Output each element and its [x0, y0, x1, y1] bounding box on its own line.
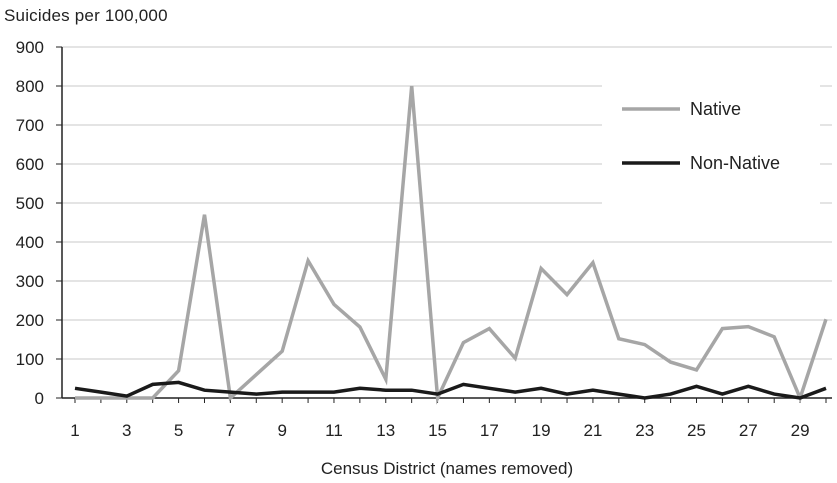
x-tick-label: 15 [428, 421, 447, 440]
legend: Native Non-Native [602, 82, 820, 214]
series-line-native [75, 85, 828, 405]
x-tick-label: 17 [480, 421, 499, 440]
y-tick-label: 200 [16, 311, 44, 330]
y-tick-labels: 0 100 200 300 400 500 600 700 800 900 [16, 38, 44, 408]
x-tick-label: 1 [70, 421, 79, 440]
x-tick-label: 3 [122, 421, 131, 440]
series-line-non-native [74, 380, 827, 400]
x-tick-label: 29 [791, 421, 810, 440]
y-tick-label: 100 [16, 350, 44, 369]
x-tick-label: 13 [376, 421, 395, 440]
x-tick-label: 23 [635, 421, 654, 440]
y-tick-label: 600 [16, 155, 44, 174]
series-lines [74, 85, 828, 405]
x-tick-label: 21 [583, 421, 602, 440]
x-tick-label: 19 [532, 421, 551, 440]
x-tick-labels: 1 3 5 7 9 11 13 15 17 19 21 23 25 27 29 [70, 421, 809, 440]
x-tick-label: 9 [277, 421, 286, 440]
y-tick-label: 900 [16, 38, 44, 57]
y-tick-label: 800 [16, 77, 44, 96]
x-tick-label: 5 [174, 421, 183, 440]
x-tick-label: 7 [226, 421, 235, 440]
y-tick-label: 500 [16, 194, 44, 213]
y-tick-label: 0 [35, 389, 44, 408]
y-tick-label: 700 [16, 116, 44, 135]
y-axis-title: Suicides per 100,000 [4, 6, 168, 25]
legend-label: Native [690, 99, 741, 119]
x-axis-title: Census District (names removed) [321, 459, 573, 478]
legend-label: Non-Native [690, 153, 780, 173]
y-tick-label: 300 [16, 272, 44, 291]
y-tick-label: 400 [16, 233, 44, 252]
legend-box [602, 82, 820, 214]
x-tick-label: 11 [325, 421, 343, 440]
x-tick-label: 27 [739, 421, 758, 440]
x-tick-label: 25 [687, 421, 706, 440]
